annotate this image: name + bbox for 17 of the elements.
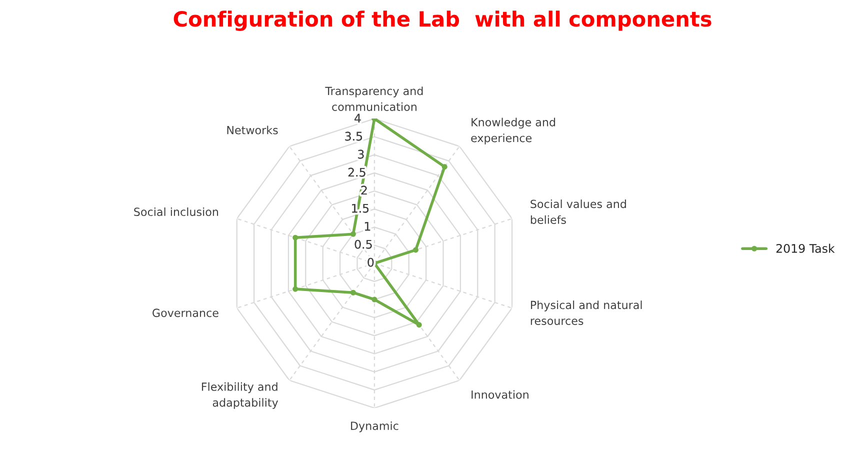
spoke-label: Knowledge and experience (471, 118, 556, 144)
spoke-label: Social values and beliefs (530, 200, 626, 224)
spoke-label: Physical and natural resources (530, 300, 642, 325)
spoke-label: Networks (227, 126, 278, 134)
y-tick-label: 3.5 (345, 132, 362, 141)
y-tick-label: 3 (358, 150, 364, 159)
spoke-label: Transparency and communication (325, 86, 423, 111)
spoke-label: Dynamic (351, 421, 398, 432)
y-tick-label: 1 (364, 222, 370, 231)
spoke-label: Flexibility and adaptability (202, 382, 278, 409)
y-tick-label: 4 (354, 114, 361, 123)
spoke-label: Social inclusion (134, 207, 218, 216)
spoke-label: Innovation (472, 390, 528, 399)
y-tick-label: 0.5 (354, 240, 372, 249)
spoke-label: Governance (152, 308, 218, 318)
legend-label: 2019 Task (776, 244, 835, 253)
chart-title: Configuration of the Lab with all components (174, 10, 712, 31)
